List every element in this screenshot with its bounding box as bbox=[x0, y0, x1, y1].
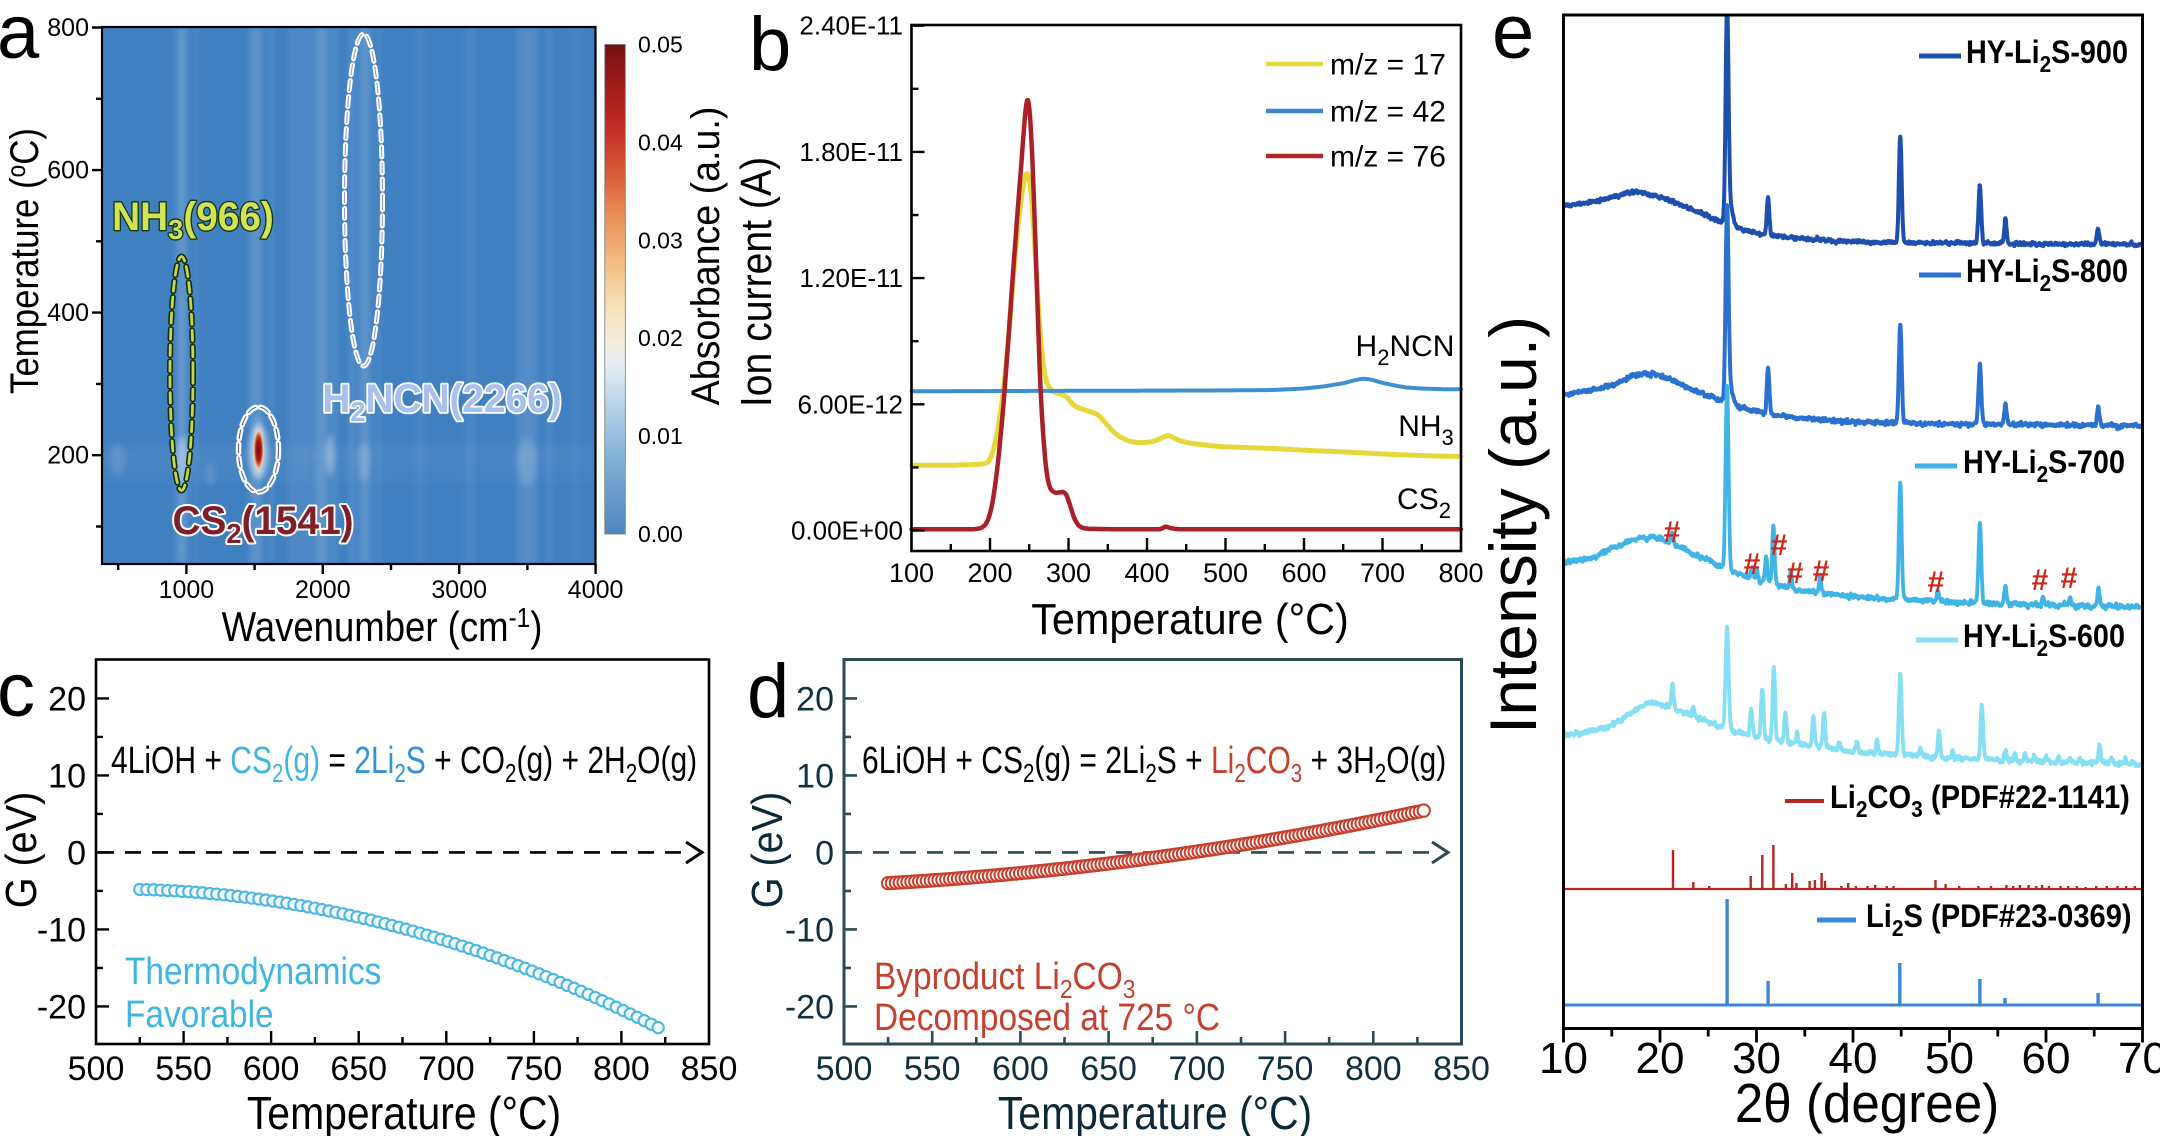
svg-text:1000: 1000 bbox=[159, 576, 215, 604]
svg-text:750: 750 bbox=[506, 1050, 563, 1088]
svg-text:4LiOH + CS2​(g) = 2Li2​S + CO2: 4LiOH + CS2​(g) = 2Li2​S + CO2​(g) + 2H2… bbox=[111, 740, 697, 788]
svg-text:550: 550 bbox=[904, 1050, 961, 1088]
svg-text:Thermodynamics: Thermodynamics bbox=[125, 950, 381, 992]
svg-text:10: 10 bbox=[1539, 1034, 1588, 1083]
svg-text:#: # bbox=[2032, 564, 2049, 597]
svg-text:G (eV): G (eV) bbox=[0, 792, 45, 909]
svg-text:550: 550 bbox=[155, 1050, 212, 1088]
svg-text:20: 20 bbox=[796, 680, 834, 718]
svg-text:d: d bbox=[747, 649, 789, 734]
svg-text:800: 800 bbox=[593, 1050, 650, 1088]
svg-text:850: 850 bbox=[1433, 1050, 1490, 1088]
svg-text:-20: -20 bbox=[785, 988, 834, 1026]
svg-text:m/z = 17: m/z = 17 bbox=[1330, 49, 1446, 82]
svg-text:m/z = 42: m/z = 42 bbox=[1330, 96, 1446, 129]
svg-text:850: 850 bbox=[681, 1050, 738, 1088]
svg-text:2θ (degree): 2θ (degree) bbox=[1735, 1073, 1999, 1134]
svg-text:#: # bbox=[1744, 548, 1761, 581]
svg-text:3000: 3000 bbox=[431, 576, 487, 604]
svg-text:500: 500 bbox=[68, 1050, 125, 1088]
svg-text:-10: -10 bbox=[785, 911, 834, 949]
svg-text:0.00E+00: 0.00E+00 bbox=[791, 516, 903, 546]
svg-text:0.04: 0.04 bbox=[638, 129, 683, 155]
svg-text:0: 0 bbox=[815, 834, 834, 872]
svg-text:800: 800 bbox=[47, 14, 89, 42]
svg-text:800: 800 bbox=[1345, 1050, 1402, 1088]
svg-text:#: # bbox=[1664, 516, 1681, 549]
svg-text:650: 650 bbox=[330, 1050, 387, 1088]
svg-text:800: 800 bbox=[1438, 558, 1483, 588]
svg-text:750: 750 bbox=[1257, 1050, 1314, 1088]
svg-text:#: # bbox=[1813, 555, 1830, 588]
svg-text:Byproduct Li2​CO3​: Byproduct Li2​CO3​ bbox=[874, 955, 1135, 1004]
svg-text:Li2​S (PDF#23-0369): Li2​S (PDF#23-0369) bbox=[1866, 899, 2132, 941]
svg-text:1.80E-11: 1.80E-11 bbox=[799, 137, 903, 167]
svg-text:b: b bbox=[749, 2, 791, 87]
svg-text:400: 400 bbox=[47, 299, 89, 327]
svg-text:0.02: 0.02 bbox=[638, 325, 683, 351]
svg-text:20: 20 bbox=[48, 680, 86, 718]
svg-text:0: 0 bbox=[67, 834, 86, 872]
svg-text:40: 40 bbox=[1829, 1034, 1878, 1083]
svg-text:#: # bbox=[2061, 562, 2078, 595]
svg-text:G (eV): G (eV) bbox=[742, 792, 791, 909]
svg-text:6.00E-12: 6.00E-12 bbox=[797, 389, 903, 419]
svg-text:-10: -10 bbox=[37, 911, 86, 949]
svg-text:400: 400 bbox=[1124, 558, 1169, 588]
svg-text:c: c bbox=[0, 648, 35, 733]
svg-text:0.05: 0.05 bbox=[638, 32, 683, 58]
svg-text:NH3​(966): NH3​(966) bbox=[112, 194, 274, 245]
svg-text:200: 200 bbox=[967, 558, 1012, 588]
svg-text:Favorable: Favorable bbox=[125, 993, 274, 1035]
svg-text:600: 600 bbox=[243, 1050, 300, 1088]
svg-text:500: 500 bbox=[1203, 558, 1248, 588]
svg-text:Absorbance (a.u.): Absorbance (a.u.) bbox=[684, 107, 728, 406]
svg-text:Temperature (°C): Temperature (°C) bbox=[998, 1089, 1312, 1136]
svg-text:4000: 4000 bbox=[568, 576, 624, 604]
svg-text:10: 10 bbox=[48, 757, 86, 795]
svg-text:Intensity (a.u.): Intensity (a.u.) bbox=[1476, 316, 1550, 734]
svg-text:0.00: 0.00 bbox=[638, 521, 683, 547]
svg-text:#: # bbox=[1787, 557, 1804, 590]
svg-text:650: 650 bbox=[1080, 1050, 1137, 1088]
svg-text:0.03: 0.03 bbox=[638, 227, 683, 253]
svg-text:Temperature (°C): Temperature (°C) bbox=[247, 1089, 561, 1136]
svg-text:Ion current (A): Ion current (A) bbox=[731, 157, 781, 407]
svg-text:Temperature (°C): Temperature (°C) bbox=[1031, 595, 1349, 644]
svg-text:Li2​CO3​ (PDF#22-1141): Li2​CO3​ (PDF#22-1141) bbox=[1830, 780, 2130, 822]
svg-text:100: 100 bbox=[889, 558, 934, 588]
svg-text:1.20E-11: 1.20E-11 bbox=[799, 263, 903, 293]
svg-text:300: 300 bbox=[1046, 558, 1091, 588]
svg-text:60: 60 bbox=[2022, 1034, 2071, 1083]
svg-text:500: 500 bbox=[816, 1050, 873, 1088]
svg-text:e: e bbox=[1492, 0, 1534, 75]
svg-text:CS2​(1541): CS2​(1541) bbox=[172, 498, 353, 549]
svg-text:30: 30 bbox=[1732, 1034, 1781, 1083]
svg-text:70: 70 bbox=[2118, 1034, 2160, 1083]
svg-text:#: # bbox=[1771, 529, 1788, 562]
svg-text:0.01: 0.01 bbox=[638, 423, 683, 449]
svg-text:600: 600 bbox=[992, 1050, 1049, 1088]
svg-text:Decomposed at 725 °C: Decomposed at 725 °C bbox=[874, 996, 1220, 1038]
svg-text:m/z = 76: m/z = 76 bbox=[1330, 141, 1446, 174]
svg-text:6LiOH + CS2​(g) = 2Li2​S + Li2: 6LiOH + CS2​(g) = 2Li2​S + Li2​CO3​ + 3H… bbox=[862, 740, 1446, 788]
svg-text:700: 700 bbox=[1169, 1050, 1226, 1088]
svg-text:600: 600 bbox=[47, 157, 89, 185]
svg-text:#: # bbox=[1928, 566, 1945, 599]
svg-text:600: 600 bbox=[1281, 558, 1326, 588]
svg-text:2.40E-11: 2.40E-11 bbox=[799, 11, 903, 41]
svg-text:10: 10 bbox=[796, 757, 834, 795]
svg-text:700: 700 bbox=[418, 1050, 475, 1088]
svg-text:Wavenumber (cm-1): Wavenumber (cm-1) bbox=[222, 601, 543, 650]
svg-text:200: 200 bbox=[47, 442, 89, 470]
svg-text:20: 20 bbox=[1636, 1034, 1685, 1083]
svg-text:50: 50 bbox=[1925, 1034, 1974, 1083]
svg-text:2000: 2000 bbox=[295, 576, 351, 604]
svg-text:700: 700 bbox=[1360, 558, 1405, 588]
svg-text:a: a bbox=[0, 0, 40, 75]
svg-text:-20: -20 bbox=[37, 988, 86, 1026]
